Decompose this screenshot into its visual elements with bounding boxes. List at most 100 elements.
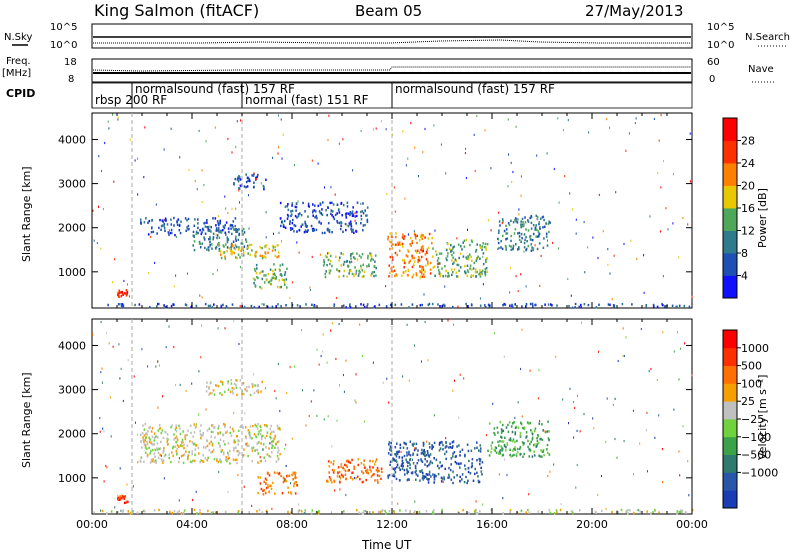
radar-cell (287, 214, 290, 218)
radar-cell (645, 304, 648, 307)
radar-cell (343, 510, 345, 513)
radar-cell (231, 386, 234, 390)
radar-cell (324, 272, 327, 276)
radar-cell (210, 226, 212, 229)
radar-cell (507, 222, 510, 225)
radar-cell (260, 390, 262, 393)
radar-cell (238, 452, 241, 455)
radar-cell (330, 329, 332, 332)
y-tick-label: 2000 (58, 222, 86, 235)
radar-cell (172, 454, 174, 458)
radar-cell (509, 291, 511, 294)
radar-cell (617, 511, 620, 514)
radar-cell (347, 460, 350, 464)
radar-cell (616, 456, 618, 459)
radar-cell (480, 270, 483, 274)
radar-cell (416, 462, 419, 465)
radar-cell (536, 439, 539, 443)
radar-cell (597, 493, 599, 496)
radar-cell (270, 279, 272, 282)
radar-cell (323, 260, 325, 264)
radar-cell (545, 232, 548, 235)
radar-cell (371, 272, 373, 276)
radar-cell (227, 137, 229, 140)
radar-cell (246, 247, 249, 250)
radar-cell (355, 373, 357, 376)
radar-cell (228, 230, 230, 234)
radar-cell (226, 459, 228, 463)
radar-cell (262, 443, 265, 446)
radar-cell (422, 453, 425, 456)
radar-cell (255, 263, 258, 267)
radar-cell (326, 255, 328, 259)
colorbar-swatch (723, 347, 737, 366)
radar-cell (275, 397, 277, 400)
radar-cell (194, 453, 196, 457)
radar-cell (195, 304, 198, 308)
radar-cell (327, 252, 330, 255)
radar-cell (587, 303, 590, 307)
radar-cell (255, 425, 258, 428)
radar-cell (254, 384, 256, 387)
radar-cell (414, 234, 417, 237)
radar-cell (431, 255, 434, 258)
radar-cell (305, 225, 308, 228)
radar-cell (395, 477, 398, 481)
radar-cell (396, 450, 399, 454)
radar-cell (178, 229, 181, 232)
radar-cell (569, 387, 571, 390)
radar-cell (260, 270, 262, 274)
radar-cell (513, 232, 516, 235)
radar-cell (256, 267, 258, 270)
radar-cell (538, 234, 540, 238)
radar-cell (388, 264, 391, 267)
radar-cell (211, 243, 213, 246)
y-tick-label: 4000 (58, 339, 86, 352)
radar-cell (458, 269, 460, 272)
radar-cell (374, 260, 376, 263)
radar-cell (273, 437, 276, 440)
radar-cell (443, 476, 445, 479)
radar-cell (352, 213, 354, 216)
radar-cell (502, 453, 504, 457)
radar-cell (514, 431, 517, 434)
radar-cell (429, 272, 432, 275)
radar-cell (447, 242, 449, 246)
radar-cell (512, 244, 515, 248)
colorbar-swatch (723, 230, 737, 254)
radar-cell (432, 445, 435, 448)
radar-cell (392, 510, 395, 513)
radar-cell (385, 285, 387, 288)
radar-cell (399, 509, 401, 512)
radar-cell (120, 509, 122, 512)
radar-cell (279, 217, 282, 220)
radar-cell (233, 251, 235, 255)
radar-cell (254, 269, 257, 273)
radar-cell (534, 429, 536, 433)
radar-cell (291, 202, 294, 205)
radar-cell (447, 271, 449, 275)
radar-cell (521, 415, 523, 418)
radar-cell (449, 468, 452, 472)
radar-cell (254, 278, 256, 282)
radar-cell (254, 255, 257, 258)
radar-cell (452, 271, 454, 274)
radar-cell (484, 267, 487, 271)
radar-cell (204, 457, 207, 460)
radar-cell (163, 226, 166, 230)
radar-cell (505, 224, 507, 228)
radar-cell (247, 246, 250, 249)
radar-cell (401, 456, 404, 459)
radar-cell (253, 373, 255, 376)
radar-cell (259, 433, 262, 436)
radar-cell (246, 185, 249, 188)
radar-cell (360, 129, 362, 133)
radar-cell (477, 475, 479, 478)
radar-cell (281, 263, 284, 266)
radar-cell (186, 219, 188, 222)
radar-cell (416, 453, 419, 456)
radar-cell (213, 458, 216, 461)
radar-cell (448, 247, 451, 251)
radar-cell (205, 408, 207, 411)
radar-cell (166, 440, 168, 443)
